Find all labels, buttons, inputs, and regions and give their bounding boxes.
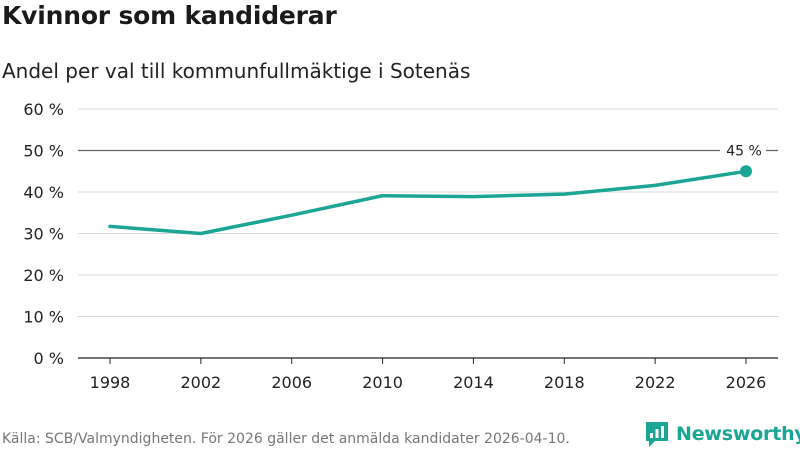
y-tick-label: 40 % — [23, 183, 64, 202]
chart-title: Kvinnor som kandiderar — [2, 1, 337, 30]
y-tick-label: 30 % — [23, 225, 64, 244]
brand-logo: Newsworthy — [644, 420, 800, 448]
y-tick-label: 60 % — [23, 100, 64, 119]
end-point-marker — [740, 165, 752, 178]
x-tick-label: 2018 — [544, 373, 585, 392]
x-tick-label: 2022 — [635, 373, 676, 392]
chart-subtitle: Andel per val till kommunfullmäktige i S… — [2, 59, 471, 83]
x-tick-label: 2014 — [453, 373, 494, 392]
end-value-label: 45 % — [726, 144, 762, 160]
x-tick-label: 2002 — [180, 373, 221, 392]
y-tick-label: 0 % — [34, 349, 64, 368]
series-line — [108, 169, 748, 236]
brand-name: Newsworthy — [676, 423, 800, 445]
x-tick-label: 2006 — [271, 373, 312, 392]
y-tick-label: 50 % — [23, 142, 64, 161]
end-label-background — [720, 140, 766, 159]
newsworthy-logo-icon — [646, 422, 668, 447]
y-tick-label: 10 % — [23, 308, 64, 327]
x-tick-label: 1998 — [90, 373, 131, 392]
x-tick-label: 2010 — [362, 373, 403, 392]
source-note: Källa: SCB/Valmyndigheten. För 2026 gäll… — [2, 431, 570, 447]
y-tick-label: 20 % — [23, 266, 64, 285]
x-tick-label: 2026 — [726, 373, 767, 392]
